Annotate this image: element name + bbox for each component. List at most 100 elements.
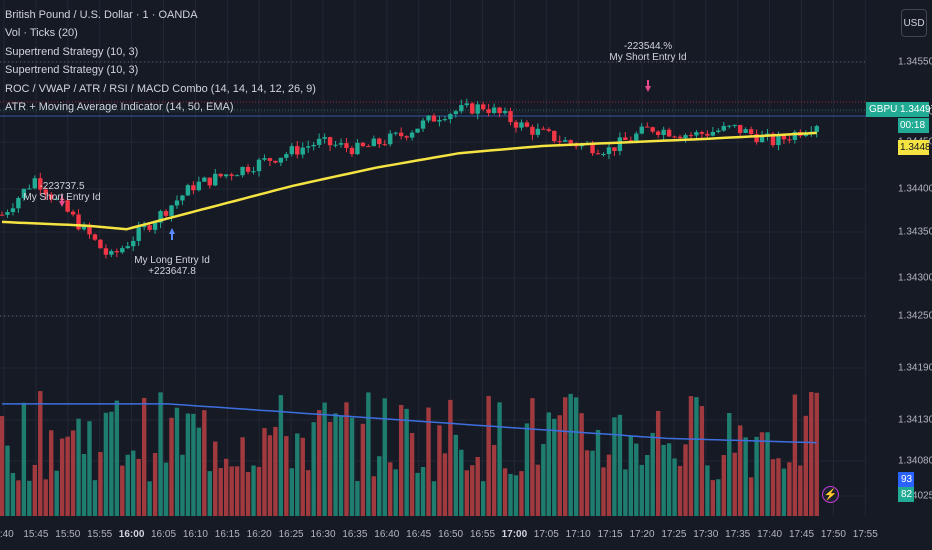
candle-body [748, 129, 754, 135]
volume-bar [442, 453, 448, 516]
candle-body [355, 142, 360, 155]
volume-bar [519, 471, 524, 516]
volume-bar [43, 479, 48, 516]
volume-bar [650, 432, 655, 516]
symbol-title[interactable]: British Pound / U.S. Dollar · 1 · OANDA [5, 9, 198, 21]
candle-body [114, 251, 120, 253]
candle-body [87, 224, 92, 235]
candle-body [721, 125, 726, 131]
candle-body [54, 198, 59, 200]
ema-price-tag: 1.34483 [898, 140, 932, 155]
short-entry-value: -223737.5 [39, 181, 85, 192]
long-entry-annotation: My Long Entry Id +223647.8 [134, 255, 210, 277]
time-axis-label: 16:25 [278, 529, 304, 540]
time-axis-label: 16:30 [310, 529, 336, 540]
price-axis-label: 1.34550 [898, 56, 932, 68]
volume-bar [377, 456, 382, 516]
indicator-supertrend-2[interactable]: Supertrend Strategy (10, 3) [5, 64, 139, 77]
candle-body [213, 173, 218, 186]
volume-bar [218, 468, 223, 516]
volume-bar [393, 469, 398, 516]
candle-body [459, 105, 464, 112]
candle-body [568, 140, 573, 144]
volume-bar [568, 393, 573, 516]
candle-body [223, 174, 229, 177]
time-axis-label: 17:05 [533, 529, 559, 540]
candle-body [131, 240, 136, 247]
volume-bar [803, 415, 808, 516]
indicator-supertrend-1[interactable]: Supertrend Strategy (10, 3) [5, 45, 139, 58]
volume-bar [683, 444, 688, 516]
candle-body [595, 153, 601, 155]
last-price-tag: 1.34497 [898, 102, 932, 117]
volume-bar [420, 466, 426, 516]
currency-button[interactable]: USD [901, 9, 927, 37]
candle-body [606, 147, 612, 155]
volume-bar [120, 465, 125, 516]
volume-bar [409, 432, 415, 516]
time-axis-label: 16:15 [214, 529, 240, 540]
volume-bar [70, 430, 76, 516]
indicator-combo[interactable]: ROC / VWAP / ATR / RSI / MACD Combo (14,… [5, 82, 316, 95]
volume-bar [770, 459, 776, 516]
volume-bar [677, 465, 683, 516]
candle-body [152, 222, 158, 230]
indicator-atr-ma[interactable]: ATR + Moving Average Indicator (14, 50, … [5, 101, 234, 114]
time-axis-label: 17:40 [757, 529, 783, 540]
long-entry-value: +223647.8 [148, 266, 196, 277]
candle-body [371, 138, 377, 147]
candle-body [147, 225, 152, 230]
lightning-icon[interactable]: ⚡ [822, 486, 839, 503]
volume-bar [109, 411, 114, 516]
volume-bar [464, 470, 469, 516]
volume-bar [546, 412, 552, 516]
candle-body [453, 111, 459, 115]
candle-body [650, 127, 655, 132]
candle-body [737, 124, 743, 133]
volume-bar [557, 415, 562, 516]
volume-bar [606, 454, 612, 516]
volume-bar [666, 443, 672, 516]
candle-body [43, 189, 48, 195]
candle-body [158, 211, 163, 223]
volume-bar [59, 438, 65, 516]
volume-bar [508, 473, 513, 516]
candlesticks [0, 98, 819, 259]
short-entry-label: My Short Entry Id [609, 52, 687, 63]
volume-bar [814, 392, 819, 516]
volume-bar [344, 402, 349, 516]
candle-body [694, 132, 699, 136]
candle-body [420, 120, 426, 129]
time-axis-label: 17:20 [629, 529, 655, 540]
volume-bar [748, 477, 754, 516]
time-axis-label: 15:45 [23, 529, 49, 540]
volume-bar [727, 413, 732, 516]
indicator-volume[interactable]: Vol · Ticks (20) [5, 27, 78, 40]
volume-bar [524, 423, 530, 516]
candle-body [776, 135, 781, 146]
volume-bar [114, 400, 120, 516]
candle-body [639, 126, 644, 134]
candle-body [163, 211, 169, 216]
candle-body [349, 148, 355, 155]
candle-body [623, 137, 628, 141]
candle-body [409, 132, 415, 138]
candle-body [754, 134, 759, 143]
candle-body [125, 246, 130, 249]
candle-body [21, 188, 27, 199]
candle-body [136, 227, 141, 241]
candle-body [65, 200, 70, 212]
volume-bar [180, 454, 185, 516]
short-entry-arrow [645, 80, 651, 92]
volume-bar [535, 464, 541, 516]
candle-body [541, 128, 546, 130]
volume-bar [256, 466, 262, 516]
time-axis-label: 17:55 [852, 529, 878, 540]
time-axis-label: 17:30 [693, 529, 719, 540]
candle-body [174, 200, 180, 206]
volume-bar [185, 413, 191, 516]
volume-bar [645, 455, 650, 516]
candle-body [705, 133, 710, 136]
volume-bars [0, 391, 819, 516]
